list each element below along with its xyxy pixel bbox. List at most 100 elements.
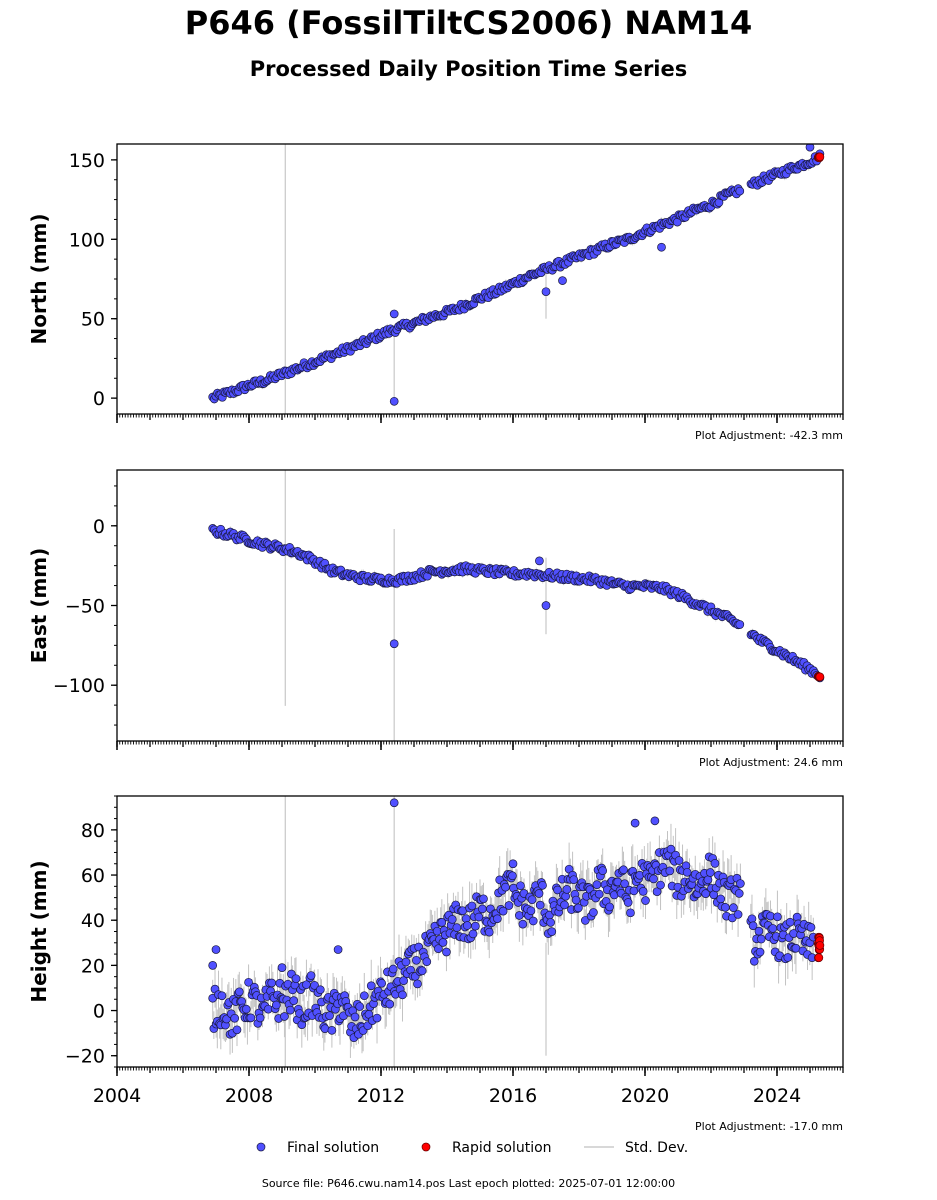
final-solution-point	[417, 966, 427, 976]
final-solution-point	[306, 971, 316, 980]
final-solution-point	[735, 620, 745, 629]
final-solution-point	[594, 889, 604, 899]
final-solution-point	[571, 895, 581, 905]
final-solution-outlier	[535, 556, 544, 566]
final-solution-point	[230, 1013, 240, 1023]
final-solution-point	[255, 1013, 265, 1023]
final-solution-point	[479, 894, 488, 904]
final-solution-outlier	[389, 798, 399, 808]
final-solution-point	[626, 908, 635, 918]
page-title: P646 (FossilTiltCS2006) NAM14	[184, 4, 753, 42]
y-tick-label: −20	[65, 1046, 105, 1068]
final-solution-point	[516, 881, 525, 891]
final-solution-point	[289, 996, 299, 1005]
final-solution-point	[749, 956, 759, 966]
final-solution-point	[413, 979, 422, 989]
final-solution-point	[703, 875, 713, 885]
panel-height: −20 0 20 40 60 80 2004 2008 2012 2016 2020 2024 Heig…	[27, 795, 844, 1133]
final-solution-point	[674, 856, 684, 865]
final-solution-point	[705, 868, 715, 877]
final-solution-point	[438, 938, 448, 947]
final-solution-point	[501, 882, 510, 892]
final-solution-point	[656, 880, 665, 890]
plot-adjustment-note: Plot Adjustment: -42.3 mm	[695, 429, 843, 442]
final-solution-point	[518, 919, 528, 929]
rapid-solution-point	[815, 152, 825, 162]
final-solution-point	[756, 934, 766, 944]
final-solution-point	[666, 844, 676, 854]
final-solution-point	[605, 902, 614, 912]
final-solution-outlier	[558, 276, 567, 285]
final-solution-outlier	[208, 961, 218, 970]
y-tick-label: 80	[81, 820, 105, 842]
final-solution-point	[401, 957, 411, 967]
y-tick-label: 150	[69, 150, 105, 172]
final-solution-point	[623, 898, 633, 907]
final-solution-point	[734, 889, 744, 898]
panel-north: 0 50 100 150 North (mm) Plot Adjustment: -42.…	[27, 143, 844, 442]
final-solution-point	[484, 927, 494, 937]
final-solution-point	[641, 896, 650, 905]
source-file-footer: Source file: P646.cwu.nam14.pos Last epo…	[261, 1177, 676, 1190]
final-solution-outlier	[389, 639, 399, 649]
final-solution-point	[806, 922, 816, 932]
final-solution-outlier	[541, 287, 551, 297]
y-tick-label: −50	[65, 596, 105, 618]
final-solution-point	[620, 879, 630, 889]
final-solution-point	[721, 903, 730, 912]
y-tick-label: 100	[69, 229, 105, 251]
final-solution-outlier	[541, 601, 551, 610]
final-solution-point	[580, 916, 590, 925]
final-solution-point	[412, 955, 421, 965]
final-solution-point	[547, 927, 557, 936]
final-solution-point	[538, 881, 547, 890]
final-solution-point	[244, 977, 253, 987]
x-tick-label: 2004	[93, 1085, 141, 1107]
final-solution-point	[285, 1005, 295, 1015]
final-solution-point	[560, 900, 569, 910]
final-solution-point	[773, 912, 782, 922]
final-solution-outlier	[389, 396, 399, 406]
final-solution-outlier	[211, 945, 221, 954]
final-solution-point	[592, 880, 602, 890]
final-solution-point	[729, 903, 738, 912]
final-solution-point	[553, 885, 562, 895]
final-solution-point	[399, 976, 408, 985]
final-solution-point	[471, 921, 480, 931]
final-solution-point	[527, 895, 537, 905]
final-solution-point	[569, 875, 579, 885]
final-solution-point	[325, 1011, 334, 1021]
y-tick-label: 40	[81, 910, 105, 932]
final-solution-point	[359, 991, 369, 1001]
data-layer	[208, 796, 825, 1067]
final-solution-point	[447, 915, 457, 924]
y-tick-label: −100	[53, 675, 105, 697]
final-solution-point	[385, 999, 395, 1009]
y-axis-label: East (mm)	[27, 548, 51, 664]
y-axis-label: North (mm)	[27, 213, 51, 344]
final-solution-point	[493, 914, 502, 924]
final-solution-point	[350, 1012, 360, 1022]
final-solution-point	[619, 865, 628, 875]
final-solution-point	[755, 947, 765, 957]
final-solution-point	[768, 924, 778, 933]
final-solution-point	[710, 859, 720, 868]
final-solution-point	[735, 186, 745, 196]
final-solution-point	[217, 991, 227, 1001]
final-solution-point	[437, 918, 447, 927]
final-solution-point	[327, 1026, 337, 1035]
legend-label: Final solution	[287, 1140, 379, 1156]
final-solution-point	[434, 944, 443, 954]
final-solution-point	[783, 953, 793, 962]
final-solution-outlier	[277, 963, 287, 972]
x-tick-label: 2008	[225, 1085, 273, 1107]
final-solution-point	[635, 870, 645, 880]
final-solution-point	[474, 912, 484, 922]
final-solution-point	[754, 926, 764, 936]
final-solution-point	[267, 978, 277, 988]
rapid-solution-point	[814, 953, 824, 963]
panel-east: −100 −50 0 East (mm) Plot Adjustment: 24.6 m…	[27, 469, 844, 769]
page-subtitle: Processed Daily Position Time Series	[249, 57, 688, 81]
axes-frame	[116, 469, 844, 742]
